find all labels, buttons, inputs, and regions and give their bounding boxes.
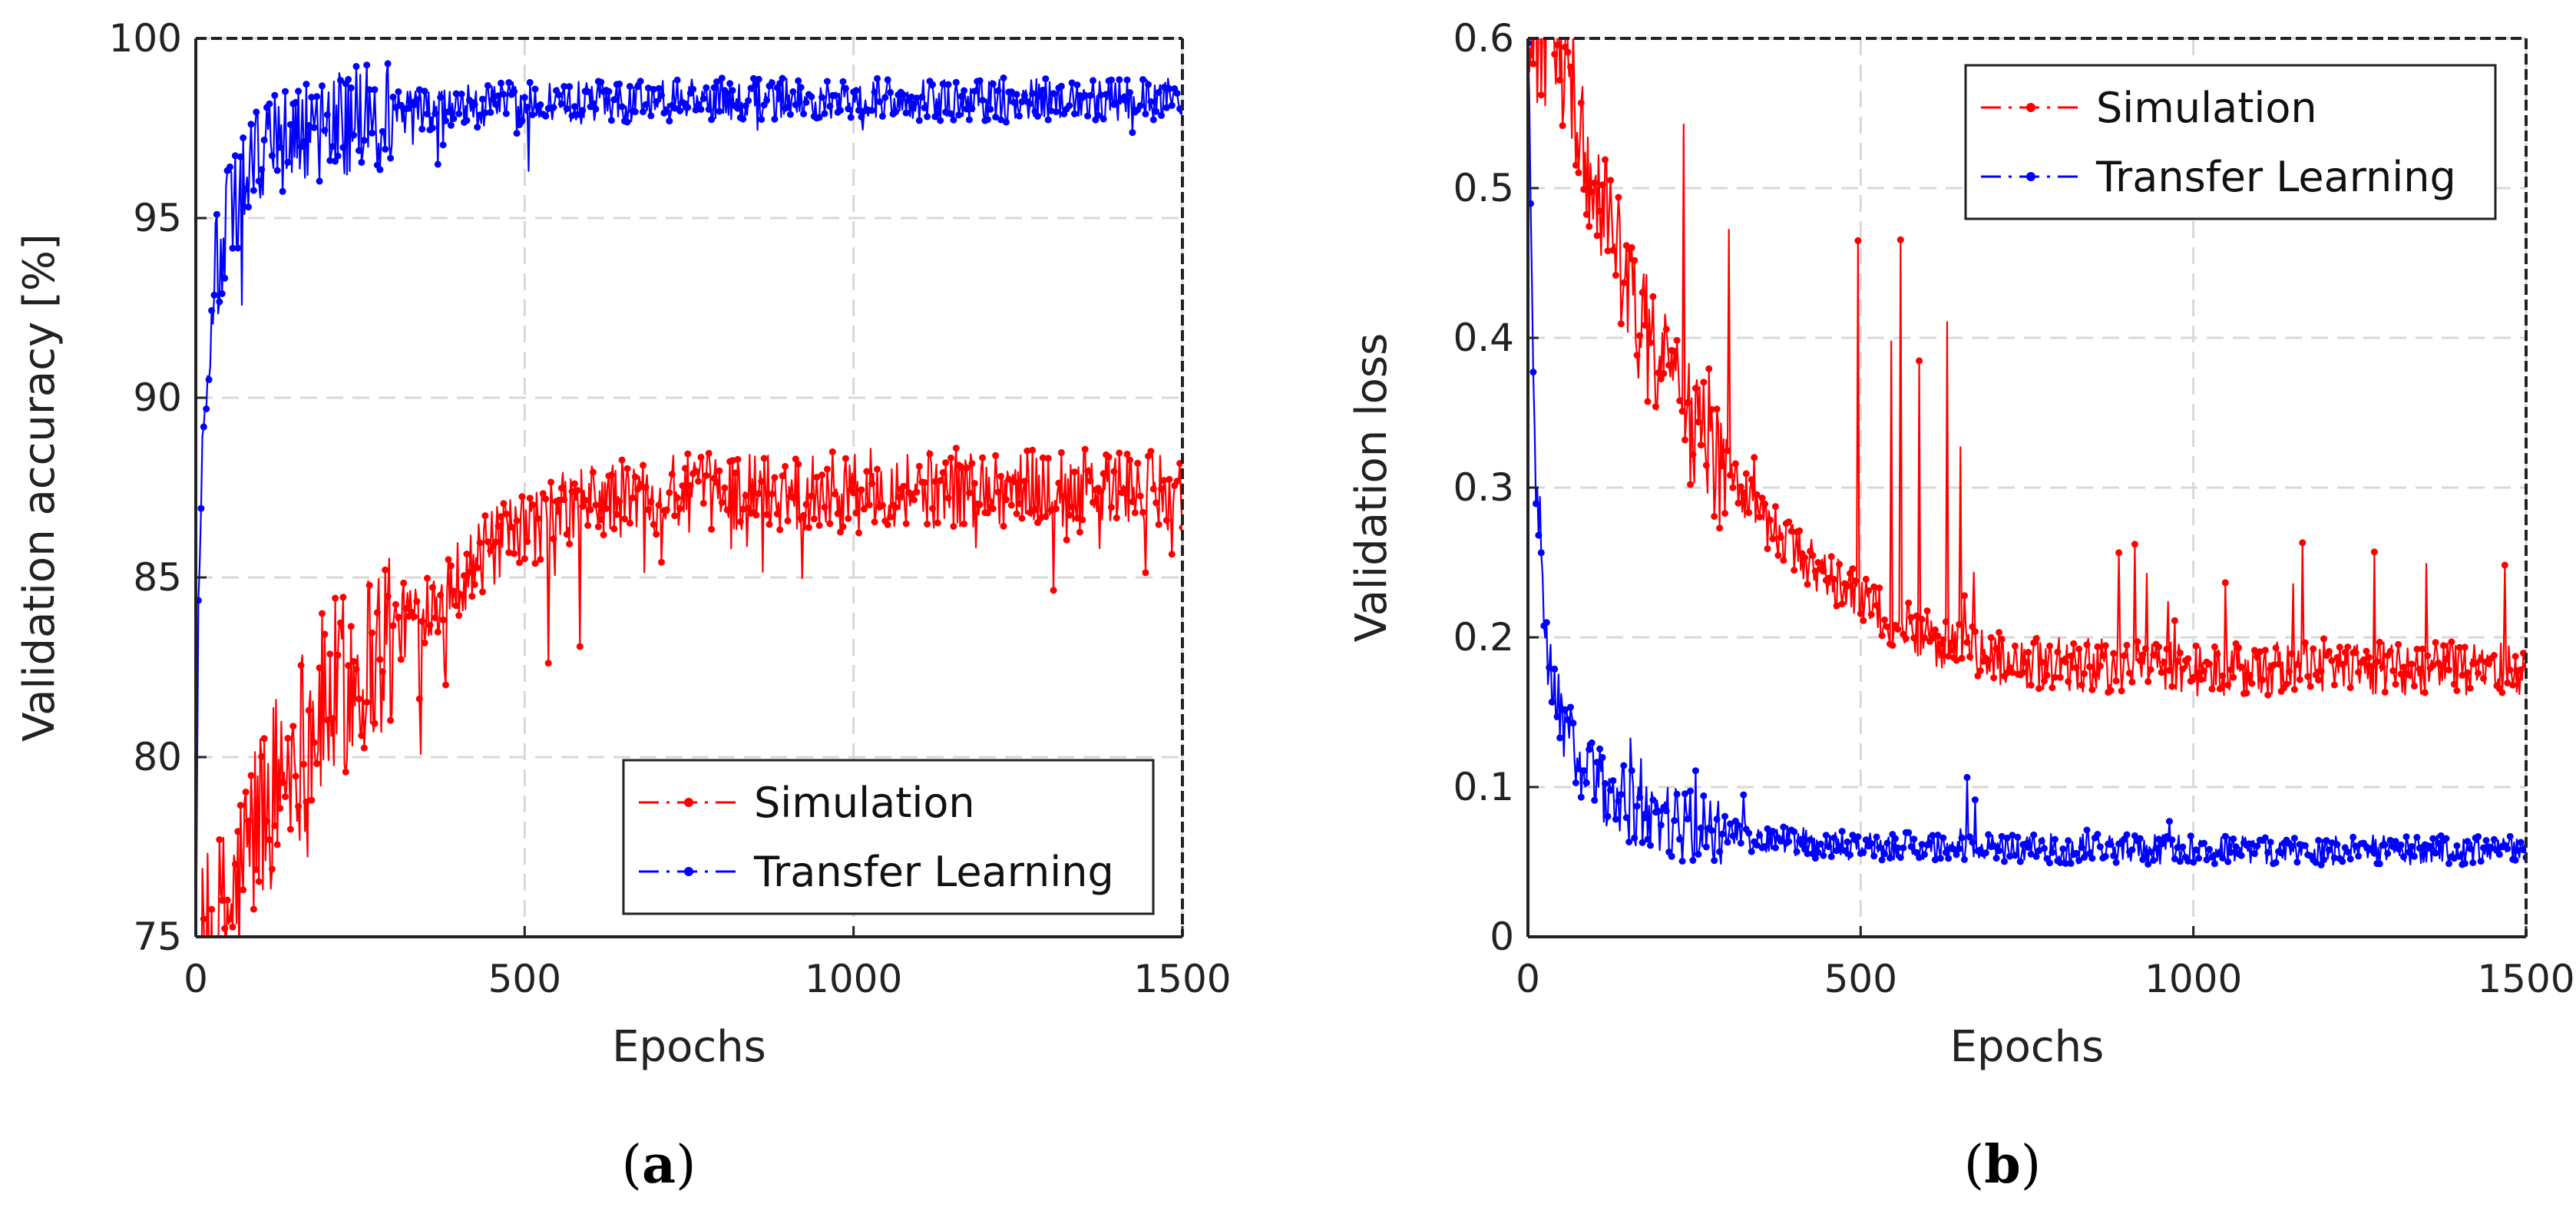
legend-marker-simulation (2026, 103, 2035, 112)
legend-marker-transfer-learning (684, 867, 693, 876)
x-axis-label: Epochs (612, 1022, 766, 1072)
legend: Simulation Transfer Learning (1964, 64, 2497, 220)
x-tick-label: 1500 (2477, 957, 2574, 1001)
panel-a-accuracy-chart: 0 500 1000 1500 75 80 85 90 95 100 Epochs Validatio… (15, 16, 1232, 1196)
series-markers-simulation (200, 445, 1182, 932)
y-tick-label: 90 (133, 375, 182, 420)
x-tick-label: 1000 (805, 957, 902, 1001)
y-tick-label: 75 (133, 915, 182, 959)
series-line-transfer-learning (196, 62, 1182, 937)
x-tick-label: 0 (184, 957, 208, 1001)
x-axis-label: Epochs (1950, 1022, 2105, 1072)
x-tick-label: 0 (1516, 957, 1540, 1001)
series-line-simulation (1528, 38, 2526, 696)
legend: Simulation Transfer Learning (622, 759, 1155, 915)
panel-caption: (a) (621, 1134, 696, 1196)
caption-close-paren: ) (676, 1135, 696, 1196)
y-axis-label: Validation loss (1347, 333, 1397, 643)
y-tick-label: 0.1 (1453, 765, 1514, 809)
y-tick-label: 0.4 (1453, 316, 1514, 360)
caption-open-paren: ( (1964, 1135, 1985, 1196)
series-line-simulation (200, 447, 1182, 937)
y-tick-label: 100 (109, 16, 182, 61)
legend-marker-simulation (684, 798, 693, 807)
y-tick-label: 95 (133, 196, 182, 240)
y-tick-label: 0.6 (1453, 16, 1514, 61)
series-markers-simulation (1528, 41, 2526, 699)
caption-close-paren: ) (2021, 1135, 2042, 1196)
legend-label-simulation: Simulation (2096, 84, 2317, 132)
series-markers-transfer-learning (1528, 39, 2526, 868)
y-axis-label: Validation accuracy [%] (15, 233, 64, 742)
caption-letter: a (642, 1134, 676, 1196)
x-tick-label: 500 (1824, 957, 1897, 1001)
y-tick-label: 80 (133, 735, 182, 779)
legend-box (1964, 64, 2497, 220)
caption-open-paren: ( (621, 1135, 642, 1196)
caption-letter: b (1984, 1134, 2021, 1196)
series-markers-transfer-learning (196, 60, 1182, 604)
legend-marker-transfer-learning (2026, 172, 2035, 181)
plot-area (196, 60, 1182, 937)
y-tick-label: 0.2 (1453, 615, 1514, 660)
legend-label-simulation: Simulation (754, 779, 975, 827)
legend-label-transfer-learning: Transfer Learning (2095, 153, 2456, 201)
legend-box (622, 759, 1155, 915)
y-tick-label: 85 (133, 555, 182, 600)
y-tick-label: 0 (1490, 915, 1514, 959)
panel-b-loss-chart: 0 500 1000 1500 0 0.1 0.2 0.3 0.4 0.5 0.6 Epochs Val… (1347, 16, 2575, 1196)
x-tick-label: 1000 (2144, 957, 2242, 1001)
x-tick-label: 500 (488, 957, 561, 1001)
y-tick-label: 0.5 (1453, 166, 1514, 210)
y-tick-label: 0.3 (1453, 465, 1514, 510)
plot-area (1528, 38, 2526, 868)
panel-caption: (b) (1964, 1134, 2042, 1196)
x-tick-label: 1500 (1133, 957, 1231, 1001)
legend-label-transfer-learning: Transfer Learning (753, 848, 1114, 896)
